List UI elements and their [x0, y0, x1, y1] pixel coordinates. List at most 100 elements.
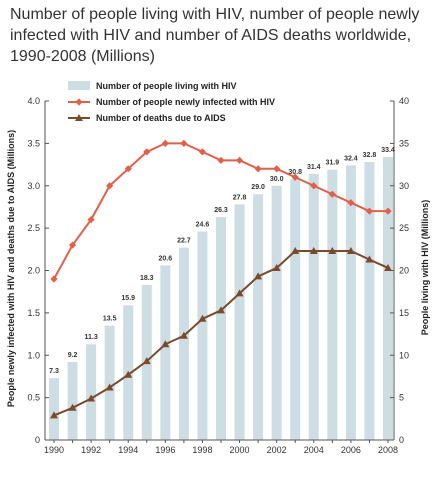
- legend-label-deaths: Number of deaths due to AIDS: [96, 113, 226, 123]
- left-tick-label: 1.0: [27, 350, 40, 360]
- legend-swatch-deaths-marker: [75, 114, 83, 121]
- aids-deaths-marker: [328, 247, 337, 255]
- left-tick-label: 0.5: [27, 393, 40, 403]
- bar-data-label: 22.7: [177, 238, 191, 245]
- bar-data-label: 24.6: [196, 222, 210, 229]
- bar-living-with-hiv: [216, 217, 226, 440]
- bars-layer: [49, 156, 393, 440]
- bar-living-with-hiv: [308, 173, 319, 440]
- bar-living-with-hiv: [234, 204, 245, 440]
- legend-label-new: Number of people newly infected with HIV: [96, 97, 275, 107]
- new-infections-marker: [143, 148, 151, 156]
- bar-living-with-hiv: [86, 344, 97, 440]
- x-tick-label: 1990: [44, 445, 64, 455]
- aids-deaths-marker: [384, 263, 392, 271]
- new-infections-marker: [328, 190, 336, 198]
- left-tick-label: 4.0: [27, 96, 40, 106]
- legend-swatch-new-marker: [75, 98, 83, 106]
- x-tick-label: 2004: [304, 445, 324, 455]
- x-tick-label: 2000: [230, 445, 250, 455]
- aids-deaths-marker: [68, 403, 77, 411]
- x-tick-label: 2002: [267, 445, 287, 455]
- aids-deaths-marker: [198, 314, 207, 322]
- left-axis-title: People newly infected with HIV and death…: [6, 130, 16, 407]
- labels-layer: 7.3 9.2 11.3 13.5 15.9 18.3 20.6 22.7 24.6 26.3 27…: [49, 147, 395, 375]
- bar-data-label: 18.3: [140, 275, 154, 282]
- bar-living-with-hiv: [290, 178, 301, 440]
- bar-living-with-hiv: [364, 162, 375, 440]
- aids-deaths-marker: [217, 306, 225, 314]
- right-tick-label: 20: [399, 266, 409, 276]
- aids-deaths-marker: [346, 247, 355, 255]
- right-tick-label: 30: [399, 181, 409, 191]
- new-infections-marker: [68, 241, 77, 249]
- new-infections-marker: [291, 173, 299, 181]
- new-infections-marker: [365, 207, 374, 215]
- aids-deaths-marker: [105, 383, 114, 391]
- bar-data-label: 11.3: [84, 334, 97, 341]
- left-tick-label: 1.5: [27, 308, 40, 318]
- new-infections-marker: [106, 182, 114, 190]
- bar-data-label: 32.8: [363, 152, 377, 159]
- left-tick-label: 3.5: [27, 138, 40, 148]
- bar-data-label: 33.4: [381, 147, 395, 154]
- aids-deaths-marker: [291, 247, 300, 255]
- aids-deaths-marker: [179, 331, 188, 339]
- new-infections-marker: [347, 199, 355, 207]
- new-infections-marker: [180, 139, 188, 147]
- bar-data-label: 29.0: [251, 184, 265, 191]
- new-infections-marker: [273, 165, 281, 173]
- legend-swatch-living: [68, 81, 90, 90]
- left-tick-label: 3.0: [27, 181, 40, 191]
- x-tick-label: 2008: [378, 445, 398, 455]
- new-infections-marker: [198, 148, 207, 156]
- bar-data-label: 15.9: [121, 295, 135, 302]
- bar-living-with-hiv: [345, 165, 356, 440]
- bar-living-with-hiv: [327, 169, 338, 440]
- bar-data-label: 32.4: [344, 155, 358, 162]
- aids-deaths-marker: [365, 255, 374, 263]
- right-tick-label: 10: [399, 350, 409, 360]
- lines-layer: [50, 139, 392, 419]
- bar-living-with-hiv: [67, 362, 78, 440]
- new-infections-marker: [384, 207, 392, 215]
- new-infections-marker: [50, 275, 58, 283]
- x-tick-label: 1992: [81, 445, 101, 455]
- right-tick-label: 5: [399, 393, 404, 403]
- bar-living-with-hiv: [271, 185, 282, 440]
- new-infections-marker: [254, 165, 262, 173]
- aids-deaths-marker: [87, 394, 96, 402]
- right-tick-label: 0: [399, 435, 404, 445]
- right-axis-title: People living with HIV (Millions): [420, 200, 430, 336]
- right-tick-label: 35: [399, 138, 409, 148]
- x-tick-label: 1996: [155, 445, 175, 455]
- aids-deaths-marker: [142, 357, 151, 365]
- left-tick-label: 0: [35, 435, 40, 445]
- new-infections-marker: [124, 165, 132, 173]
- bar-data-label: 13.5: [103, 316, 117, 323]
- bar-living-with-hiv: [197, 231, 208, 440]
- bar-living-with-hiv: [383, 156, 393, 440]
- x-tick-label: 1998: [192, 445, 212, 455]
- new-infections-marker: [235, 156, 244, 164]
- aids-deaths-marker: [309, 247, 318, 255]
- bar-living-with-hiv: [160, 265, 171, 440]
- right-tick-label: 40: [399, 96, 409, 106]
- new-infections-marker: [161, 139, 169, 147]
- legend-label-living: Number of people living with HIV: [96, 81, 237, 91]
- new-infections-marker: [310, 182, 318, 190]
- bar-living-with-hiv: [104, 325, 115, 440]
- x-tick-label: 1994: [118, 445, 138, 455]
- chart-title: Number of people living with HIV, number…: [10, 6, 420, 65]
- aids-deaths-marker: [161, 340, 170, 348]
- bar-living-with-hiv: [178, 247, 189, 440]
- bar-data-label: 31.9: [326, 160, 340, 167]
- bar-living-with-hiv: [49, 378, 59, 440]
- bar-data-label: 30.8: [288, 169, 302, 176]
- aids-deaths-marker: [272, 263, 281, 271]
- x-tick-label: 2006: [341, 445, 361, 455]
- bar-data-label: 31.4: [307, 164, 321, 171]
- bar-data-label: 27.8: [233, 194, 247, 201]
- right-tick-label: 25: [399, 223, 409, 233]
